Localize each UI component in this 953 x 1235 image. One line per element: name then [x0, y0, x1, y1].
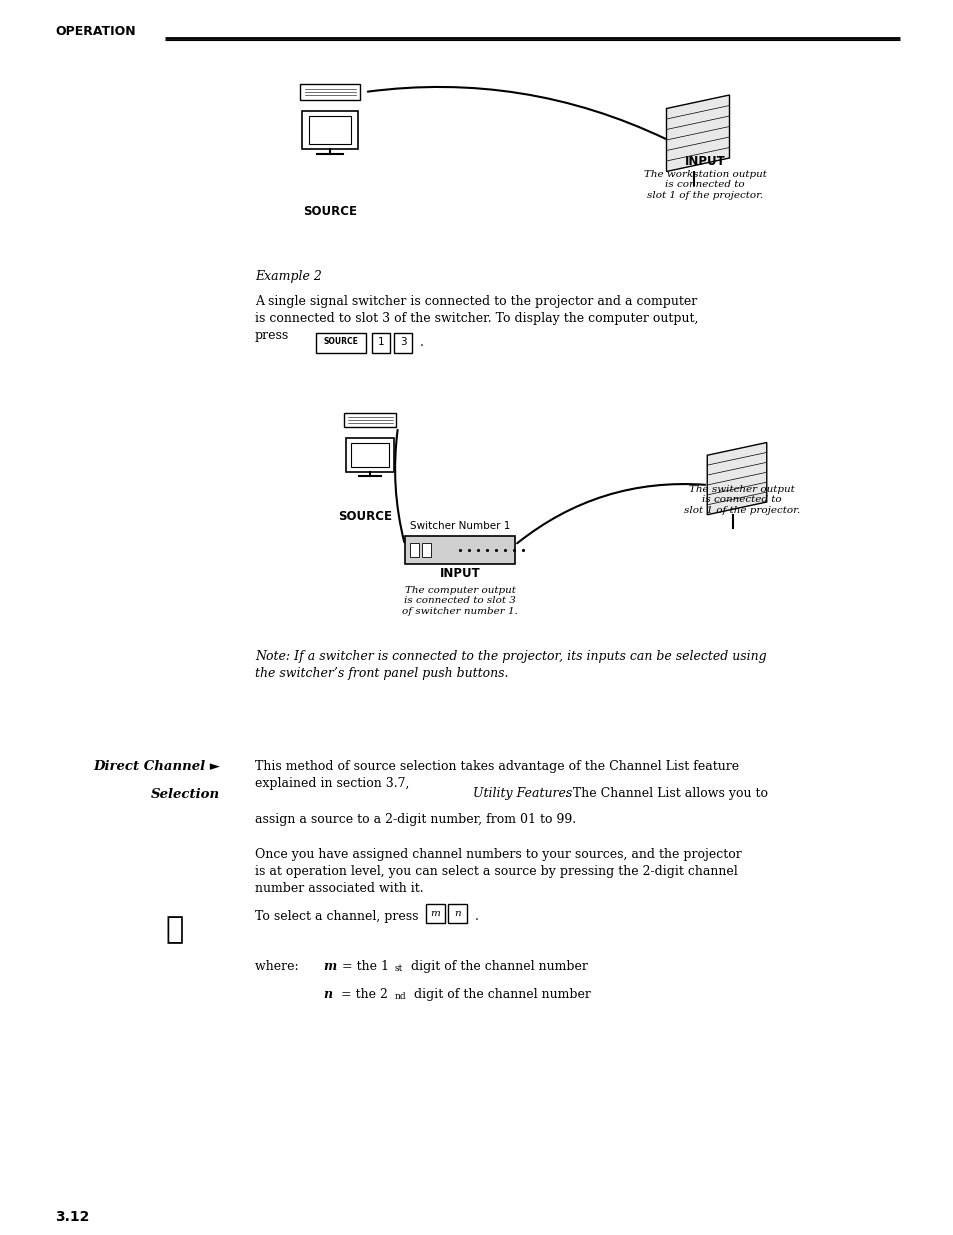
Text: The workstation output
is connected to
slot 1 of the projector.: The workstation output is connected to s… [643, 170, 765, 200]
Text: digit of the channel number: digit of the channel number [410, 988, 590, 1002]
Text: SOURCE: SOURCE [323, 337, 358, 347]
Bar [300, 84, 359, 100]
Bar [302, 111, 357, 149]
Text: 3: 3 [399, 337, 406, 347]
FancyBboxPatch shape [315, 333, 366, 353]
Text: n: n [454, 909, 460, 918]
FancyBboxPatch shape [394, 333, 412, 353]
Text: Switcher Number 1: Switcher Number 1 [410, 521, 510, 531]
Text: digit of the channel number: digit of the channel number [407, 960, 587, 973]
Text: To select a channel, press: To select a channel, press [254, 910, 418, 923]
Text: The switcher output
is connected to
slot 1 of the projector.: The switcher output is connected to slot… [683, 485, 800, 515]
Text: Utility Features: Utility Features [473, 787, 572, 799]
Text: Example 2: Example 2 [254, 270, 321, 283]
Bar [421, 543, 431, 557]
Text: SOURCE: SOURCE [337, 510, 392, 522]
FancyBboxPatch shape [372, 333, 390, 353]
Text: OPERATION: OPERATION [55, 25, 135, 38]
Polygon shape [666, 95, 729, 172]
Polygon shape [706, 442, 766, 515]
Text: assign a source to a 2-digit number, from 01 to 99.: assign a source to a 2-digit number, fro… [254, 813, 576, 826]
Text: INPUT: INPUT [684, 156, 724, 168]
FancyBboxPatch shape [448, 904, 467, 923]
Text: 1: 1 [377, 337, 384, 347]
Text: INPUT: INPUT [439, 567, 480, 580]
Text: 3.12: 3.12 [55, 1210, 90, 1224]
Text: Note: If a switcher is connected to the projector, its inputs can be selected us: Note: If a switcher is connected to the … [254, 650, 766, 680]
Text: The computer output
is connected to slot 3
of switcher number 1.: The computer output is connected to slot… [401, 585, 517, 616]
Text: Direct Channel ►: Direct Channel ► [92, 760, 220, 773]
Text: This method of source selection takes advantage of the Channel List feature
expl: This method of source selection takes ad… [254, 760, 739, 790]
FancyBboxPatch shape [426, 904, 444, 923]
Bar [343, 414, 395, 427]
Text: m: m [323, 960, 335, 973]
Text: . The Channel List allows you to: . The Channel List allows you to [564, 787, 767, 799]
Bar [309, 116, 351, 143]
Bar [345, 438, 394, 472]
Text: = the 1: = the 1 [337, 960, 389, 973]
Text: Once you have assigned channel numbers to your sources, and the projector
is at : Once you have assigned channel numbers t… [254, 848, 741, 895]
Text: SOURCE: SOURCE [303, 205, 356, 219]
Text: = the 2: = the 2 [336, 988, 388, 1002]
Bar [410, 543, 418, 557]
Text: A single signal switcher is connected to the projector and a computer
is connect: A single signal switcher is connected to… [254, 295, 698, 342]
Bar [405, 536, 515, 564]
Text: Selection: Selection [151, 788, 220, 802]
Text: st: st [395, 965, 402, 973]
Text: .: . [419, 336, 423, 348]
Text: where:: where: [254, 960, 311, 973]
Text: n: n [323, 988, 332, 1002]
Bar [351, 443, 388, 467]
Text: .: . [475, 910, 478, 923]
Text: 👉: 👉 [166, 915, 184, 944]
Text: m: m [430, 909, 440, 918]
Text: nd: nd [395, 992, 406, 1002]
